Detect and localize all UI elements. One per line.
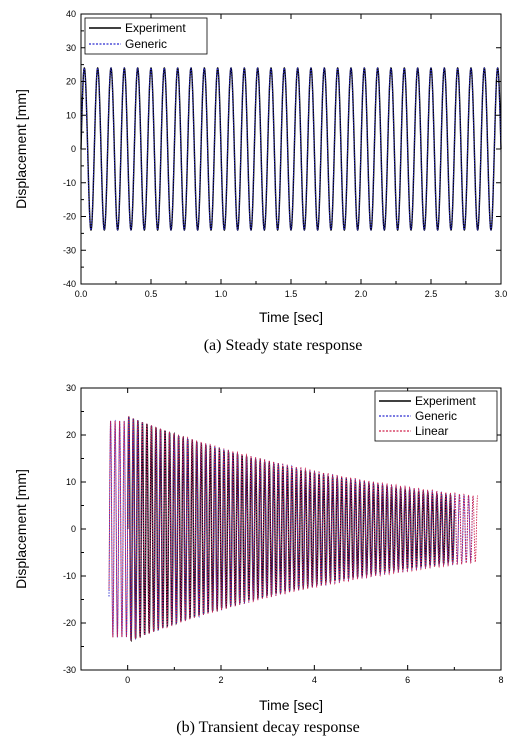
chart-a-series [80, 67, 502, 231]
x-tick-label: 2 [218, 675, 223, 685]
y-tick-label: 0 [71, 144, 76, 154]
y-tick-label: 40 [66, 9, 76, 19]
x-tick-label: 8 [498, 675, 503, 685]
y-tick-label: -20 [63, 618, 76, 628]
chart-a-legend: Experiment Generic [84, 17, 208, 55]
chart-b-caption: (b) Transient decay response [176, 719, 360, 736]
chart-a-yticks: -40 -30 -20 -10 0 10 20 30 40 [63, 9, 501, 289]
y-tick-label: -10 [63, 178, 76, 188]
x-tick-label: 2.0 [355, 289, 368, 299]
y-tick-label: 20 [66, 430, 76, 440]
x-tick-label: 1.0 [215, 289, 228, 299]
chart-b-x-axis-title: Time [sec] [259, 697, 323, 713]
y-tick-label: -20 [63, 212, 76, 222]
chart-b-yticks: -30 -20 -10 0 10 20 30 [63, 383, 501, 675]
series-line-linear [108, 415, 479, 641]
y-tick-label: 30 [66, 383, 76, 393]
chart-a-caption: (a) Steady state response [204, 337, 363, 354]
chart-b-legend: Experiment Generic Linear [374, 390, 498, 442]
x-tick-label: 1.5 [285, 289, 298, 299]
y-tick-label: 10 [66, 477, 76, 487]
y-tick-label: -10 [63, 571, 76, 581]
chart-a-legend-label-generic: Generic [125, 37, 167, 51]
series-line-generic [80, 67, 502, 231]
chart-a-xticks: 0.0 0.5 1.0 1.5 2.0 2.5 3.0 [75, 14, 508, 299]
chart-b-y-axis-title: Displacement [mm] [13, 469, 29, 589]
chart-b-series [108, 415, 479, 643]
y-tick-label: 10 [66, 110, 76, 120]
y-tick-label: -40 [63, 279, 76, 289]
chart-b-legend-box [374, 390, 498, 442]
x-tick-label: 0 [125, 675, 130, 685]
x-tick-label: 0.0 [75, 289, 88, 299]
chart-a-x-axis-title: Time [sec] [259, 309, 323, 325]
x-tick-label: 6 [405, 675, 410, 685]
chart-a-legend-label-experiment: Experiment [125, 21, 186, 35]
x-tick-label: 3.0 [495, 289, 508, 299]
x-tick-label: 4 [312, 675, 317, 685]
chart-a-legend-box [84, 17, 208, 55]
y-tick-label: -30 [63, 245, 76, 255]
chart-b-legend-label-generic: Generic [415, 409, 457, 423]
y-tick-label: 30 [66, 43, 76, 53]
x-tick-label: 2.5 [425, 289, 438, 299]
chart-a-y-axis-title: Displacement [mm] [13, 89, 29, 209]
chart-b-legend-label-experiment: Experiment [415, 394, 476, 408]
chart-b-xticks: 0 2 4 6 8 [125, 388, 504, 685]
chart-a-plot-frame [80, 13, 502, 285]
y-tick-label: -30 [63, 665, 76, 675]
y-tick-label: 20 [66, 77, 76, 87]
chart-b: 0 2 4 6 8 -30 -20 -10 0 10 20 30 Time [sec] Displa… [13, 383, 504, 736]
y-tick-label: 0 [71, 524, 76, 534]
x-tick-label: 0.5 [145, 289, 158, 299]
chart-b-legend-label-linear: Linear [415, 424, 448, 438]
chart-a: 0.0 0.5 1.0 1.5 2.0 2.5 3.0 -40 -30 -20 -10 0 10 20 3… [13, 9, 507, 354]
series-line-experiment [80, 67, 502, 231]
